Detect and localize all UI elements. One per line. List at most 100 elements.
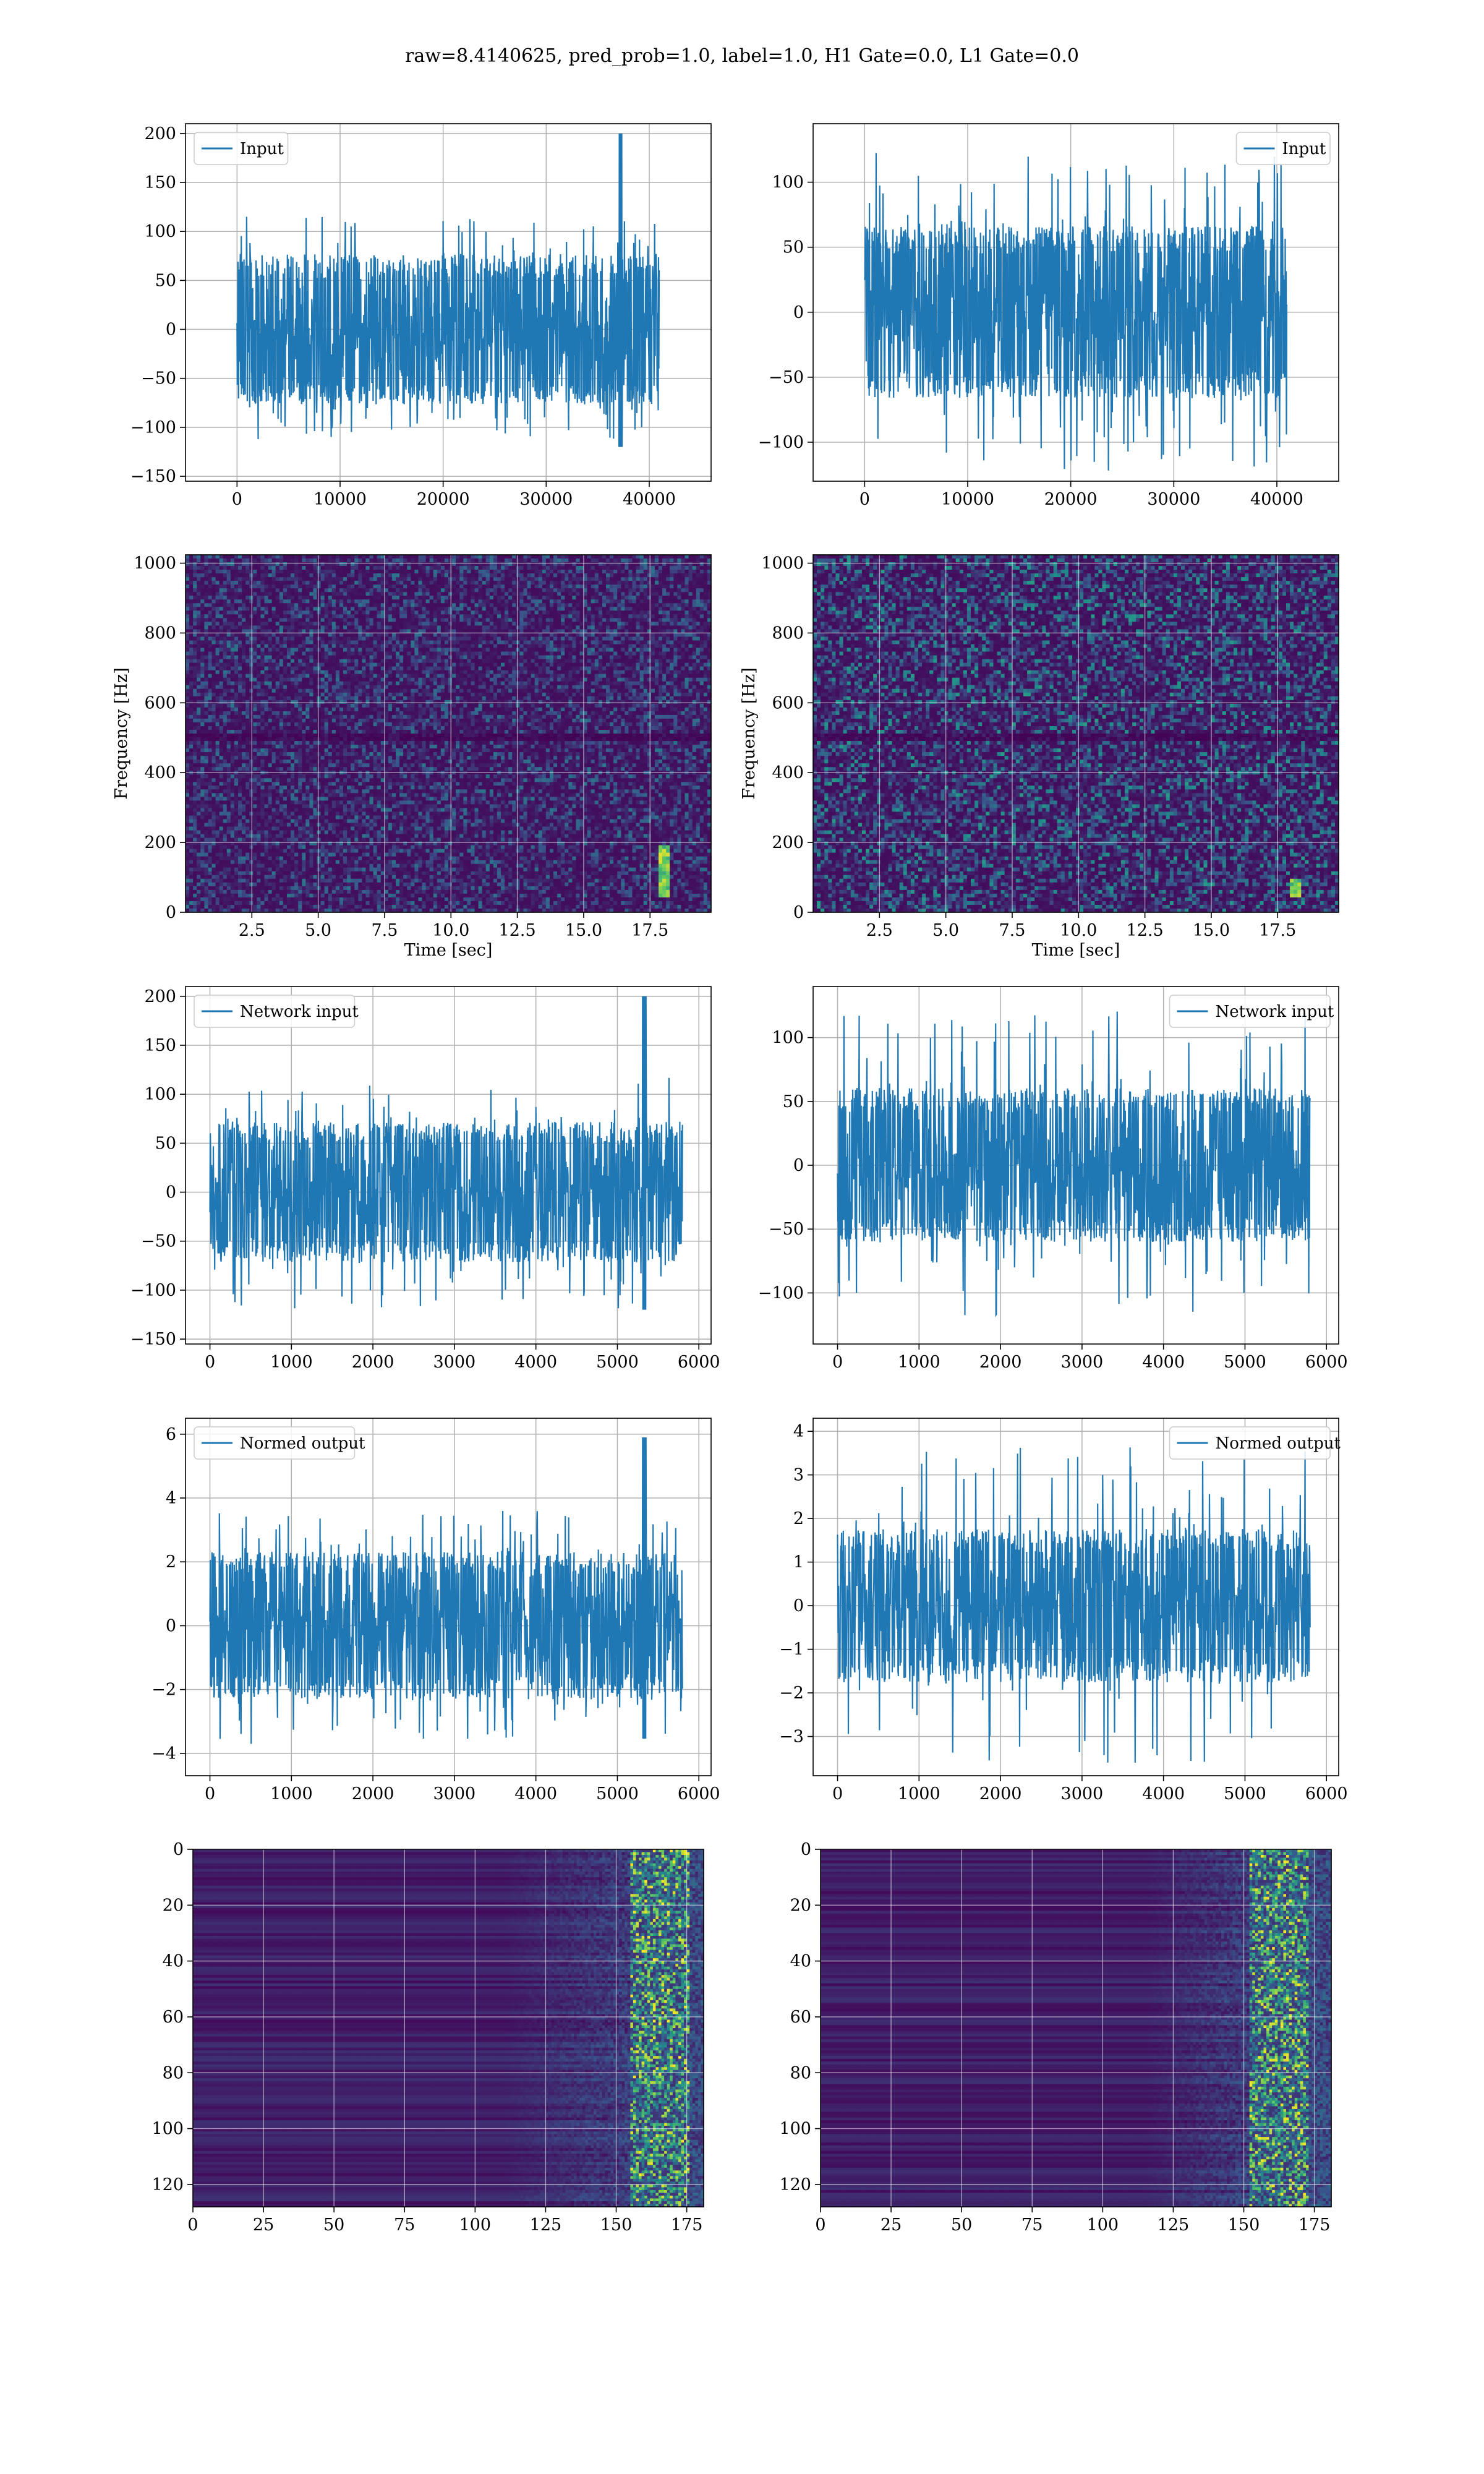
l1-features-cells [821, 1849, 1332, 2207]
x-tick-label: 17.5 [1259, 921, 1296, 940]
y-tick-label: 200 [144, 124, 176, 143]
h1-normed-output-series-line [210, 1437, 683, 1744]
l1-input-legend-label: Input [1282, 140, 1326, 158]
y-tick-label: 100 [772, 1029, 804, 1048]
x-tick-label: 5.0 [305, 921, 331, 940]
x-tick-label: 2.5 [239, 921, 265, 940]
y-tick-label: 60 [163, 2008, 184, 2027]
h1-spectrogram-cells [186, 555, 712, 913]
x-tick-label: 100 [459, 2215, 492, 2235]
y-tick-label: −150 [130, 467, 176, 486]
x-tick-label: 12.5 [499, 921, 536, 940]
y-tick-label: 1000 [761, 554, 804, 573]
y-tick-label: 4 [793, 1422, 804, 1441]
x-tick-label: 6000 [678, 1784, 720, 1804]
y-tick-label: 400 [144, 763, 176, 782]
y-tick-label: −2 [779, 1684, 804, 1703]
x-tick-label: 6000 [678, 1353, 720, 1372]
y-tick-label: 0 [801, 1840, 811, 1859]
x-tick-label: 7.5 [999, 921, 1025, 940]
x-tick-label: 2000 [352, 1784, 394, 1804]
y-tick-label: 40 [790, 1952, 811, 1971]
x-tick-label: 5000 [1224, 1353, 1266, 1372]
y-tick-label: 0 [793, 903, 804, 922]
h1-input-series-line [237, 134, 659, 447]
y-tick-label: −100 [130, 1281, 176, 1300]
x-tick-label: 20000 [1044, 490, 1098, 509]
x-tick-label: 3000 [433, 1784, 476, 1804]
x-tick-label: 0 [859, 490, 870, 509]
h1-spectrogram-x-axis-label: Time [sec] [404, 941, 493, 960]
x-tick-label: 5000 [596, 1784, 639, 1804]
x-tick-label: 12.5 [1127, 921, 1164, 940]
x-tick-label: 0 [815, 2215, 825, 2235]
y-tick-label: 6 [166, 1425, 176, 1444]
y-tick-label: 120 [151, 2175, 184, 2194]
x-tick-label: 10.0 [432, 921, 469, 940]
y-tick-label: 600 [772, 693, 804, 713]
y-tick-label: 0 [173, 1840, 184, 1859]
y-tick-label: 3 [793, 1466, 804, 1485]
h1-network-input-legend-label: Network input [240, 1003, 359, 1021]
x-tick-label: 5.0 [932, 921, 959, 940]
y-tick-label: 0 [793, 1156, 804, 1175]
y-tick-label: 150 [144, 1036, 176, 1055]
x-tick-label: 25 [881, 2215, 902, 2235]
y-tick-label: −100 [758, 1283, 804, 1303]
h1-input-legend-label: Input [240, 140, 284, 158]
x-tick-label: 30000 [519, 490, 573, 509]
x-tick-label: 25 [253, 2215, 274, 2235]
h1-spectrogram-panel: 2.5 5.0 7.5 10.0 12.5 15.0 17.5020040060080010… [112, 554, 712, 960]
y-tick-label: 50 [155, 1134, 176, 1153]
y-tick-label: 2 [793, 1509, 804, 1528]
y-tick-label: −50 [769, 368, 804, 387]
x-tick-label: 3000 [1061, 1353, 1104, 1372]
h1-normed-output-legend-label: Normed output [240, 1434, 365, 1453]
x-tick-label: 6000 [1305, 1353, 1348, 1372]
y-tick-label: 50 [783, 1092, 804, 1111]
l1-network-input-legend-label: Network input [1216, 1003, 1334, 1021]
y-tick-label: 50 [155, 271, 176, 290]
x-tick-label: 50 [323, 2215, 344, 2235]
y-tick-label: 100 [772, 173, 804, 192]
x-tick-label: 2000 [979, 1353, 1022, 1372]
x-tick-label: 20000 [417, 490, 470, 509]
l1-spectrogram-cells [813, 555, 1339, 913]
y-tick-label: 600 [144, 693, 176, 713]
x-tick-label: 175 [671, 2215, 703, 2235]
y-tick-label: 4 [166, 1489, 176, 1508]
x-tick-label: 0 [232, 490, 242, 509]
y-tick-label: −150 [130, 1330, 176, 1349]
x-tick-label: 4000 [514, 1784, 557, 1804]
l1-input-series-line [864, 153, 1287, 470]
y-tick-label: 80 [163, 2063, 184, 2082]
y-tick-label: 100 [144, 1085, 176, 1104]
x-tick-label: 75 [394, 2215, 415, 2235]
x-tick-label: 10000 [941, 490, 994, 509]
y-tick-label: 150 [144, 173, 176, 192]
x-tick-label: 0 [205, 1353, 215, 1372]
x-tick-label: 1000 [898, 1784, 940, 1804]
y-tick-label: 20 [790, 1896, 811, 1915]
l1-network-input-series-line [838, 1012, 1310, 1316]
y-tick-label: 200 [144, 987, 176, 1006]
x-tick-label: 7.5 [371, 921, 398, 940]
y-tick-label: 0 [166, 903, 176, 922]
x-tick-label: 0 [832, 1784, 843, 1804]
x-tick-label: 40000 [1250, 490, 1303, 509]
y-tick-label: 100 [151, 2120, 184, 2139]
y-tick-label: 60 [790, 2008, 811, 2027]
x-tick-label: 75 [1021, 2215, 1043, 2235]
x-tick-label: 30000 [1147, 490, 1200, 509]
y-tick-label: 800 [772, 623, 804, 643]
l1-spectrogram-y-axis-label: Frequency [Hz] [740, 667, 759, 799]
y-tick-label: 200 [144, 833, 176, 852]
y-tick-label: 100 [779, 2120, 811, 2139]
x-tick-label: 15.0 [1193, 921, 1230, 940]
x-tick-label: 50 [951, 2215, 972, 2235]
x-tick-label: 1000 [270, 1353, 313, 1372]
